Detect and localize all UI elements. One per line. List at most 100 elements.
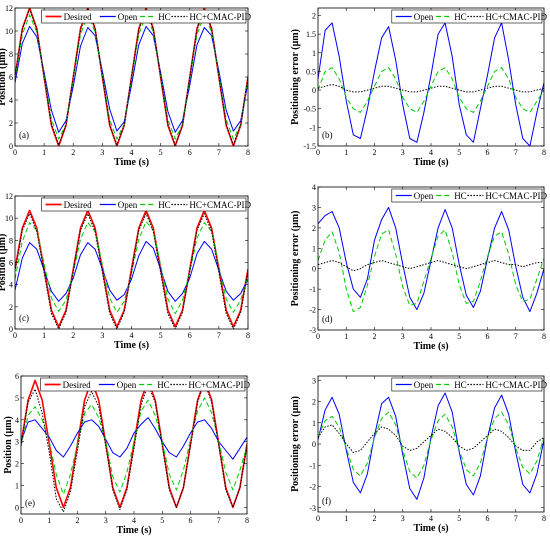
x-tick-label: 0 [19,516,23,525]
y-tick-label: -1 [309,123,316,132]
x-axis-label: Time (s) [114,157,149,168]
x-tick-label: 2 [373,514,377,523]
x-tick-label: 1 [344,148,348,157]
x-tick-label: 4 [429,148,433,157]
y-tick-label: -1 [309,285,316,294]
legend-entry-hc-cmac-pid: HC+CMAC-PID [485,380,547,390]
x-axis-label: Time (s) [116,525,151,536]
series-line-hc-cmac-pid [21,382,247,513]
x-tick-label: 7 [217,516,221,525]
y-tick-label: 2 [312,224,316,233]
x-tick-label: 5 [160,516,164,525]
y-tick-label: 0 [9,142,13,151]
x-tick-label: 5 [457,148,461,157]
series-group [15,209,248,329]
x-tick-label: 8 [246,331,250,340]
legend-entry-hc-cmac-pid: HC+CMAC-PID [189,12,251,22]
y-axis-label: Position (μm) [3,416,14,474]
series-line-open [318,206,544,313]
x-tick-label: 8 [542,332,546,341]
x-tick-label: 8 [245,516,249,525]
legend-entry-open: Open [414,191,434,201]
series-line-open [15,240,248,302]
series-line-hc-cmac-pid [318,424,544,453]
y-tick-label: 0 [9,325,13,334]
y-tick-label: 4 [312,183,316,192]
legend-box [391,377,543,392]
y-tick-label: 4 [9,96,13,105]
x-tick-label: 5 [457,514,461,523]
series-line-open [21,417,247,460]
x-tick-label: 0 [316,514,320,523]
y-tick-label: 4 [9,281,13,290]
x-tick-label: 1 [47,516,51,525]
x-tick-label: 5 [457,332,461,341]
x-tick-label: 5 [159,148,163,157]
y-tick-label: 0 [312,86,316,95]
x-tick-label: 7 [514,148,518,157]
panel-e: 0 1 2 3 4 5 6 7 8 0 1 2 3 4 5 6 Time (s) Position (μm) (e)… [3,372,250,536]
legend-entry-desired: Desired [64,12,92,22]
y-tick-label: 0 [312,440,316,449]
x-tick-label: 4 [429,332,433,341]
x-tick-label: 1 [42,331,46,340]
x-tick-label: 4 [130,331,134,340]
y-tick-label: 1.5 [306,30,316,39]
y-tick-label: 3 [312,376,316,385]
panel-label: (c) [19,313,29,323]
x-tick-label: 3 [401,148,405,157]
y-tick-label: 3 [312,203,316,212]
x-tick-label: 0 [316,148,320,157]
y-axis-label: Position (μm) [0,234,8,292]
x-tick-label: 6 [486,332,490,341]
y-tick-label: 8 [9,50,13,59]
legend-entry-open: Open [118,12,138,22]
x-tick-label: 6 [486,514,490,523]
y-tick-label: -1.5 [303,142,316,151]
panel-b: 0 1 2 3 4 5 6 7 8 -1.5 -1 -0.5 0 0.5 1 1.5 2 Time (s) Posi… [290,7,547,168]
panel-label: (a) [19,130,29,140]
x-tick-label: 5 [159,331,163,340]
x-tick-label: 6 [188,331,192,340]
y-tick-label: 12 [5,4,13,13]
x-tick-label: 4 [132,516,136,525]
y-tick-label: 2 [15,460,19,469]
series-group [318,392,544,500]
series-line-open [15,25,248,133]
panel-f: 0 1 2 3 4 5 6 7 8 -3 -2 -1 0 1 2 3 Time (s) Positioning e… [290,375,547,534]
x-tick-label: 7 [514,514,518,523]
x-tick-label: 3 [401,514,405,523]
y-tick-label: 0 [312,265,316,274]
y-tick-label: 0 [15,503,19,512]
x-tick-label: 7 [217,331,221,340]
y-tick-label: -3 [309,504,316,513]
y-tick-label: 12 [5,192,13,201]
y-tick-label: 1 [312,49,316,58]
legend-entry-open: Open [414,12,434,22]
y-tick-label: 2 [312,11,316,20]
legend-entry-hc-cmac-pid: HC+CMAC-PID [485,191,547,201]
y-tick-label: 6 [15,372,19,381]
legend: Open HC HC+CMAC-PID [391,188,547,203]
legend: Open HC HC+CMAC-PID [391,377,547,392]
series-line-hc-cmac-pid [15,213,248,329]
legend-entry-hc-cmac-pid: HC+CMAC-PID [189,200,251,210]
y-tick-label: 1 [312,419,316,428]
x-tick-label: 7 [217,148,221,157]
legend-entry-hc-cmac-pid: HC+CMAC-PID [485,12,547,22]
y-tick-label: 8 [9,236,13,245]
legend-entry-desired: Desired [64,200,92,210]
y-tick-label: 4 [15,416,19,425]
series-line-hc-cmac-pid [318,260,544,272]
y-tick-label: 3 [15,438,19,447]
y-tick-label: -2 [309,483,316,492]
y-tick-label: -3 [309,326,316,335]
y-tick-label: -1 [309,461,316,470]
y-tick-label: 6 [9,259,13,268]
x-tick-label: 1 [344,332,348,341]
plot-area [15,196,248,329]
legend-entry-desired: Desired [63,380,91,390]
